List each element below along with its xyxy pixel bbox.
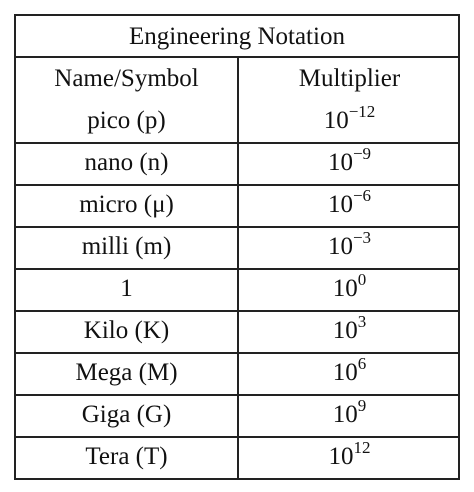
- multiplier: 103: [239, 313, 460, 346]
- row-border: [16, 184, 458, 186]
- row-border: [16, 226, 458, 228]
- row-border: [16, 436, 458, 438]
- multiplier-base: 10: [327, 149, 353, 176]
- row-name: pico (p): [87, 107, 166, 134]
- multiplier: 10−3: [239, 229, 460, 262]
- row-border: [16, 352, 458, 354]
- table: Engineering Notation Name/Symbol Multipli…: [14, 14, 460, 480]
- table-title: Engineering Notation: [129, 23, 345, 50]
- multiplier-base: 10: [332, 275, 358, 302]
- multiplier-base: 10: [332, 317, 358, 344]
- multiplier-exponent: −3: [352, 227, 372, 247]
- multiplier-base: 10: [327, 191, 353, 218]
- multiplier-base: 10: [332, 359, 358, 386]
- multiplier-exponent: −12: [348, 101, 376, 121]
- multiplier: 10−6: [239, 187, 460, 220]
- multiplier-exponent: 12: [353, 437, 371, 457]
- multiplier: 106: [239, 355, 460, 388]
- row-name: 1: [120, 275, 133, 302]
- multiplier-base: 10: [327, 233, 353, 260]
- row-name: micro (μ): [79, 191, 174, 218]
- row-border: [16, 394, 458, 396]
- multiplier-exponent: 0: [357, 269, 367, 289]
- row-border: [16, 310, 458, 312]
- row-name: Giga (G): [81, 401, 172, 428]
- multiplier: 1012: [239, 439, 460, 472]
- multiplier: 109: [239, 397, 460, 430]
- multiplier-base: 10: [332, 401, 358, 428]
- multiplier: 100: [239, 271, 460, 304]
- row-border: [16, 56, 458, 58]
- multiplier-base: 10: [328, 443, 354, 470]
- multiplier-base: 10: [323, 107, 349, 134]
- column-header: Name/Symbol: [54, 65, 199, 92]
- row-border: [16, 142, 458, 144]
- row-name: nano (n): [84, 149, 169, 176]
- row-name: milli (m): [81, 233, 172, 260]
- multiplier-exponent: 9: [357, 395, 367, 415]
- row-name: Kilo (K): [83, 317, 170, 344]
- multiplier-exponent: −9: [352, 143, 372, 163]
- multiplier-exponent: 6: [357, 353, 367, 373]
- multiplier: 10−12: [239, 103, 460, 136]
- row-name: Mega (M): [75, 359, 178, 386]
- multiplier-exponent: 3: [357, 311, 367, 331]
- row-name: Tera (T): [85, 443, 168, 470]
- column-header: Multiplier: [298, 65, 401, 92]
- multiplier: 10−9: [239, 145, 460, 178]
- row-border: [16, 268, 458, 270]
- multiplier-exponent: −6: [352, 185, 372, 205]
